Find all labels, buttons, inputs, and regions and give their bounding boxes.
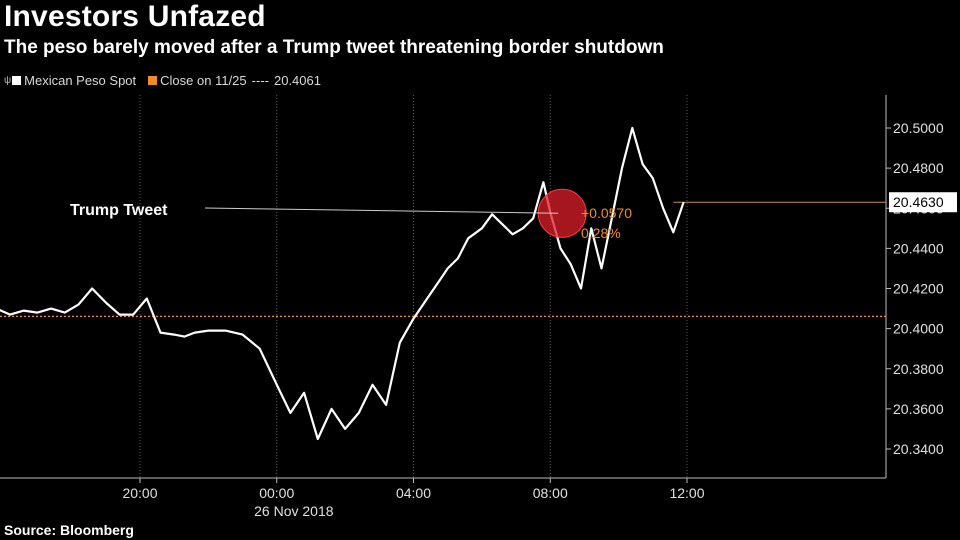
tweet-leader-line [204,207,559,214]
last-price-badge [889,192,957,213]
chart-subtitle: The peso barely moved after a Trump twee… [4,37,664,58]
legend-series-label: Mexican Peso Spot [24,73,137,88]
y-tick-label: 20.4800 [893,160,944,176]
change-percent: 0.28% [581,225,621,241]
y-tick-label: 20.4400 [893,240,944,256]
legend-close-dash: ---- [251,73,269,88]
y-tick-label: 20.5000 [893,120,944,136]
y-tick-label: 20.4000 [893,321,944,337]
x-tick-label: 12:00 [669,485,704,501]
x-tick-label: 20:00 [122,485,157,501]
y-tick-label: 20.3600 [893,401,944,417]
y-tick-label: 20.3400 [893,441,944,457]
x-tick-label: 04:00 [396,485,431,501]
close-swatch [148,76,158,85]
source-note: Source: Bloomberg [4,522,134,538]
x-date-label: 26 Nov 2018 [254,503,334,519]
chart-title: Investors Unfazed [4,0,266,33]
last-price-label: 20.4630 [893,194,944,210]
y-tick-label: 20.4200 [893,281,944,297]
x-tick-label: 08:00 [533,485,568,501]
legend-close-label: Close on 11/25 [160,73,247,88]
legend-close-value: 20.4061 [273,73,321,88]
legend: ψ Mexican Peso Spot Close on 11/25 ---- … [4,73,321,88]
tweet-label: Trump Tweet [70,202,168,219]
x-tick-label: 00:00 [259,485,294,501]
series-swatch [12,76,22,85]
change-value: +0.0570 [581,205,632,221]
y-tick-label: 20.3800 [893,361,944,377]
series-glyph-icon: ψ [4,75,12,86]
series-line [0,126,685,441]
